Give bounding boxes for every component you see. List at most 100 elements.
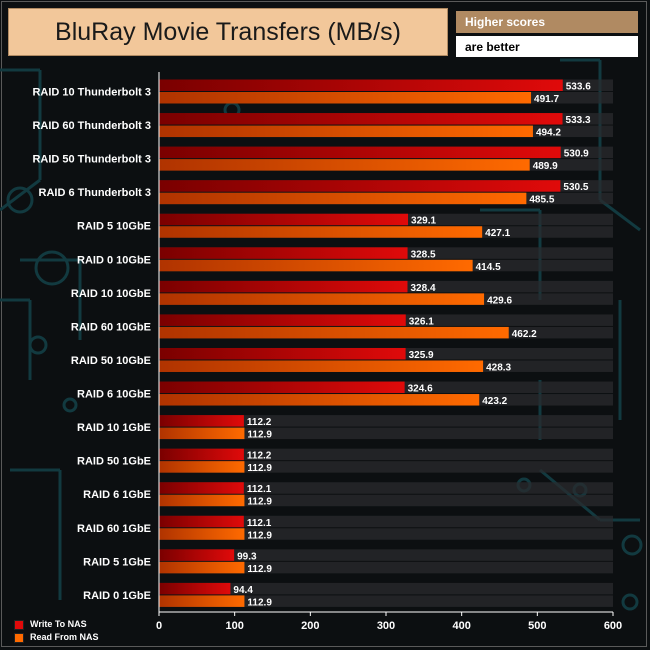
category-label: RAID 6 Thunderbolt 3 — [39, 187, 151, 199]
x-axis: 0 100 200 300 400 500 600 — [156, 72, 622, 632]
bar-read — [159, 192, 527, 205]
decor-node — [28, 335, 48, 355]
bar-read — [159, 360, 484, 372]
bar-write — [159, 113, 563, 125]
value-label-read: 414.5 — [476, 262, 501, 273]
bar-read — [159, 293, 485, 305]
bar-write — [159, 314, 406, 326]
bar-write — [159, 280, 408, 293]
bars-group — [159, 79, 563, 607]
category-label: RAID 50 1GbE — [77, 456, 151, 468]
bar-read — [159, 125, 533, 138]
bar-write — [159, 515, 244, 528]
decor-trace — [0, 178, 41, 212]
bar-write — [159, 146, 561, 159]
category-label: RAID 0 10GbE — [77, 254, 151, 266]
bar-write — [159, 347, 406, 360]
value-label-write: 324.6 — [408, 384, 433, 395]
note-are-better: are better — [456, 36, 638, 57]
value-label-write: 112.1 — [247, 518, 272, 529]
x-tick-label: 0 — [156, 620, 162, 632]
value-label-write: 328.4 — [410, 283, 435, 294]
value-label-read: 491.7 — [534, 94, 559, 105]
bar-write — [159, 381, 405, 394]
note-line-1: Higher scores — [465, 15, 546, 29]
value-label-write: 533.3 — [566, 115, 591, 126]
bar-read — [159, 159, 530, 171]
value-label-write: 112.2 — [247, 417, 272, 428]
x-tick-label: 200 — [301, 620, 319, 632]
bar-track — [159, 461, 613, 473]
value-label-read: 112.9 — [247, 564, 272, 575]
bar-track — [159, 448, 613, 461]
value-label-write: 530.9 — [564, 149, 589, 160]
category-label: RAID 10 1GbE — [77, 422, 151, 434]
value-label-write: 533.6 — [566, 82, 591, 93]
bar-write — [159, 79, 563, 91]
category-label: RAID 6 10GbE — [77, 389, 151, 401]
legend-swatch-write — [14, 619, 24, 630]
bar-write — [159, 582, 231, 595]
bar-read — [159, 528, 245, 540]
value-label-write: 325.9 — [409, 350, 434, 361]
x-tick-label: 100 — [225, 620, 243, 632]
x-tick-label: 300 — [377, 620, 395, 632]
bar-read — [159, 92, 532, 104]
bar-write — [159, 482, 244, 494]
bar-write — [159, 180, 561, 192]
bar-read — [159, 427, 245, 440]
value-label-write: 112.1 — [247, 484, 272, 495]
value-label-write: 326.1 — [409, 316, 434, 327]
value-label-read: 112.9 — [247, 463, 272, 474]
value-label-write: 328.5 — [411, 249, 436, 260]
category-label: RAID 6 1GbE — [83, 489, 151, 501]
category-label: RAID 60 1GbE — [77, 523, 151, 535]
chart-title: BluRay Movie Transfers (MB/s) — [55, 17, 401, 46]
x-tick-label: 400 — [452, 620, 470, 632]
bar-track — [159, 515, 613, 528]
value-label-write: 99.3 — [237, 551, 257, 562]
decor-node — [34, 250, 70, 286]
bar-read — [159, 394, 480, 406]
value-label-write: 530.5 — [563, 182, 588, 193]
bar-read — [159, 259, 473, 272]
category-label: RAID 60 Thunderbolt 3 — [32, 120, 151, 132]
bar-track — [159, 528, 613, 540]
category-label: RAID 50 Thunderbolt 3 — [32, 154, 151, 166]
category-label: RAID 50 10GbE — [71, 355, 151, 367]
value-label-read: 489.9 — [533, 161, 558, 172]
bar-track — [159, 561, 613, 574]
bar-track — [159, 595, 613, 607]
bar-write — [159, 415, 244, 427]
value-label-read: 112.9 — [247, 597, 272, 608]
category-label: RAID 0 1GbE — [83, 590, 151, 602]
legend-label-write: Write To NAS — [30, 619, 87, 629]
category-label: RAID 60 10GbE — [71, 321, 151, 333]
value-label-read: 485.5 — [529, 195, 554, 206]
bar-track — [159, 427, 613, 440]
category-label: RAID 10 Thunderbolt 3 — [32, 87, 151, 99]
bar-write — [159, 213, 409, 226]
bar-read — [159, 226, 483, 238]
category-label: RAID 5 1GbE — [83, 556, 151, 568]
note-line-2: are better — [465, 39, 520, 54]
bar-track — [159, 482, 613, 494]
decor-node — [621, 593, 639, 611]
value-label-read: 494.2 — [536, 128, 561, 139]
value-label-read: 112.9 — [247, 497, 272, 508]
x-tick-label: 600 — [604, 620, 622, 632]
value-label-read: 112.9 — [247, 430, 272, 441]
bar-track — [159, 415, 613, 427]
decor-node — [621, 534, 643, 556]
bar-read — [159, 326, 509, 339]
category-label: RAID 5 10GbE — [77, 221, 151, 233]
decor-trace — [599, 198, 641, 232]
legend-item-write: Write To NAS — [14, 618, 99, 631]
bar-write — [159, 247, 408, 259]
bar-read — [159, 595, 245, 607]
value-label-read: 428.3 — [486, 362, 511, 373]
bar-track — [159, 582, 613, 595]
decor-node — [6, 186, 34, 214]
